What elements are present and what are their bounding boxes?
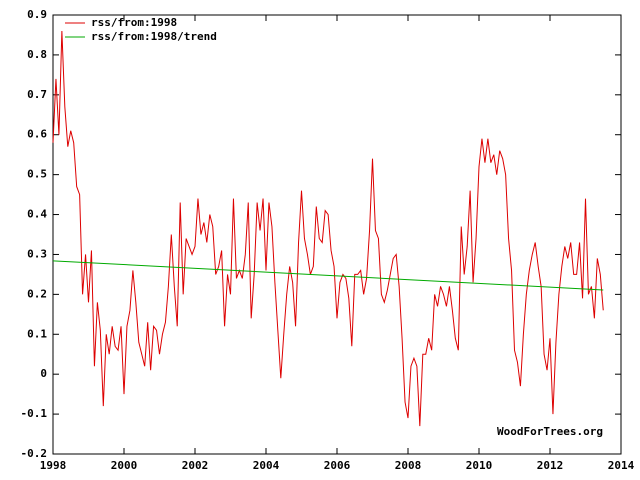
x-tick-label: 2010 [466,459,493,472]
line [52,30,604,427]
y-tick-label: 0.7 [27,88,47,101]
y-tick-label: -0.2 [21,447,48,460]
y-tick-label: 0.4 [27,208,47,221]
y-tick-label: -0.1 [21,407,48,420]
plot-border [52,14,622,455]
y-tick-label: 0.3 [27,247,47,260]
legend-label: rss/from:1998/trend [91,30,217,43]
y-tick-label: 0.8 [27,48,47,61]
x-tick-label: 2012 [537,459,564,472]
y-tick-label: 0.5 [27,168,47,181]
x-tick-label: 2006 [324,459,351,472]
x-tick-label: 2000 [111,459,138,472]
y-tick-label: 0.9 [27,8,47,21]
annotation: WoodForTrees.org [497,425,603,438]
y-tick-label: 0 [40,367,47,380]
y-tick-label: 0.6 [27,128,47,141]
legend-label: rss/from:1998 [91,16,177,29]
line [52,260,604,291]
x-tick-label: 2004 [253,459,280,472]
y-tick-label: 0.1 [27,327,47,340]
x-tick-label: 2002 [182,459,209,472]
y-tick-label: 0.2 [27,287,47,300]
x-tick-label: 1998 [40,459,67,472]
x-tick-label: 2008 [395,459,422,472]
x-tick-label: 2014 [608,459,635,472]
